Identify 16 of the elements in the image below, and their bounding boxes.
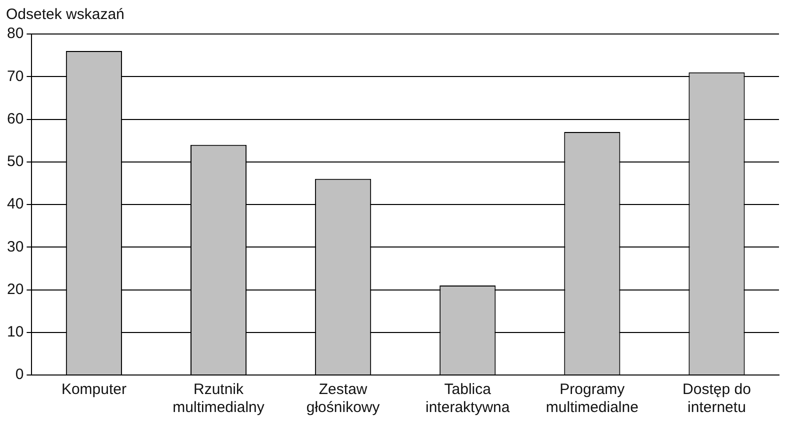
x-tick-label: Zestaw głośnikowy	[306, 381, 380, 416]
y-tick-label: 80	[6, 25, 24, 42]
x-tick-label: Programy multimedialne	[546, 381, 638, 416]
x-tick-label: Dostęp do internetu	[682, 381, 751, 416]
y-tick-label: 40	[6, 196, 24, 213]
y-tick-label: 60	[6, 110, 24, 128]
y-tick-label: 10	[6, 324, 24, 341]
y-tick-label: 50	[6, 153, 24, 170]
y-tick-label: 20	[6, 280, 24, 298]
x-tick-label: Komputer	[61, 381, 126, 398]
y-tick-label: 70	[6, 68, 24, 85]
y-axis-title: Odsetek wskazań	[6, 6, 124, 23]
y-tick-label: 0	[15, 366, 24, 384]
x-tick-label: Tablica interaktywna	[426, 381, 510, 416]
x-tick-label: Rzutnik multimedialny	[172, 381, 265, 416]
y-tick-label: 30	[6, 238, 24, 256]
